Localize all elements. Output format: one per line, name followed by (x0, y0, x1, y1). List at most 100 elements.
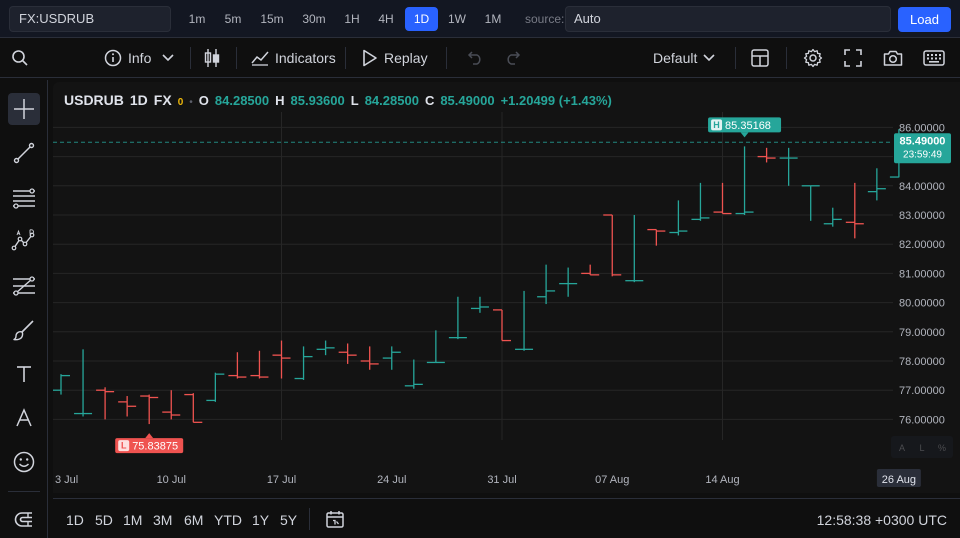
info-button[interactable]: Info (104, 38, 151, 78)
load-button[interactable]: Load (898, 7, 951, 32)
magnet-tool[interactable] (8, 504, 40, 536)
info-label: Info (128, 50, 152, 66)
timeframe-4h[interactable]: 4H (378, 12, 394, 26)
range-1y[interactable]: 1Y (252, 512, 270, 528)
keyboard-button[interactable] (923, 38, 945, 78)
range-3m[interactable]: 3M (153, 512, 173, 528)
ohlc-bar (294, 346, 313, 380)
timeframe-1h[interactable]: 1H (344, 12, 360, 26)
crosshair-icon (14, 99, 34, 119)
chart-canvas[interactable]: 76.00000 77.00000 78.00000 79.00000 80.00000… (53, 82, 960, 493)
timeframe-1mo[interactable]: 1M (484, 12, 502, 26)
auto-icon: A (899, 443, 905, 453)
layout-label: Default (653, 50, 698, 66)
indicators-button[interactable]: Indicators (251, 38, 336, 78)
search-button[interactable] (11, 38, 29, 78)
divider (345, 47, 346, 69)
timeframe-1w[interactable]: 1W (448, 12, 466, 26)
clock[interactable]: 12:58:38 +0300 UTC (816, 512, 947, 528)
legend-exchange: FX (153, 92, 172, 108)
source-input[interactable]: Auto (565, 6, 891, 32)
ohlc-bar (338, 343, 357, 364)
timeframe-1m[interactable]: 1m (188, 12, 206, 26)
price-tick-label: 82.00000 (899, 239, 945, 251)
auto-scale-controls[interactable]: A L % (891, 436, 953, 458)
date-tick-label: 26 Aug (882, 474, 916, 486)
date-tick-label: 3 Jul (55, 474, 78, 486)
pattern-tool[interactable] (8, 225, 40, 257)
timeframe-15m[interactable]: 15m (260, 12, 284, 26)
symbol-input[interactable]: FX:USDRUB (9, 6, 171, 32)
play-icon (363, 49, 377, 67)
forecasting-tool[interactable] (8, 270, 40, 302)
ohlc-bar (493, 309, 511, 342)
replay-label: Replay (384, 50, 428, 66)
redo-icon (507, 51, 521, 65)
ohlc-bar (360, 346, 379, 370)
annotation-tool[interactable] (8, 402, 40, 434)
source-label: source: (525, 12, 565, 26)
price-tick-label: 76.00000 (899, 414, 945, 426)
low-value: 75.83875 (132, 441, 178, 453)
fullscreen-button[interactable] (844, 38, 862, 78)
info-dropdown[interactable] (162, 38, 174, 78)
smiley-icon (13, 451, 35, 473)
ohlc-bar (53, 374, 70, 395)
brush-tool[interactable] (8, 314, 40, 346)
trendline-tool[interactable] (8, 137, 40, 169)
ohlc-bar (559, 267, 578, 297)
range-1d[interactable]: 1D (66, 512, 84, 528)
font-icon (16, 408, 32, 427)
settings-button[interactable] (803, 38, 823, 78)
ohlc-bar (669, 200, 688, 236)
ohlc-bar (625, 215, 644, 283)
chart-panel[interactable]: 76.00000 77.00000 78.00000 79.00000 80.00000… (53, 82, 960, 493)
screenshot-button[interactable] (883, 38, 903, 78)
last-price-value: 85.49000 (900, 135, 946, 147)
replay-button[interactable]: Replay (362, 38, 428, 78)
range-1m[interactable]: 1M (123, 512, 143, 528)
price-tick-label: 79.00000 (899, 327, 945, 339)
layout-button[interactable] (751, 38, 769, 78)
magnet-icon (14, 512, 32, 527)
fullscreen-icon (844, 49, 862, 67)
range-6m[interactable]: 6M (184, 512, 204, 528)
pattern-icon (11, 229, 35, 251)
text-tool[interactable] (8, 358, 40, 390)
legend-open-value: 84.28500 (214, 93, 270, 108)
text-icon (17, 366, 31, 382)
low-marker: L 75.83875 (115, 433, 184, 454)
horizontal-lines-icon (13, 188, 35, 209)
timeframe-1d[interactable]: 1D (405, 7, 438, 31)
percent-icon: % (938, 443, 946, 453)
redo-button[interactable] (504, 38, 524, 78)
goto-date-button[interactable] (325, 509, 345, 534)
price-tick-label: 86.00000 (899, 122, 945, 134)
timeframe-5m[interactable]: 5m (224, 12, 242, 26)
price-tick-label: 84.00000 (899, 181, 945, 193)
date-tick-label: 07 Aug (595, 474, 629, 486)
crosshair-tool[interactable] (8, 93, 40, 125)
layout-dropdown[interactable]: Default (653, 38, 715, 78)
divider (309, 508, 310, 530)
calendar-icon (326, 511, 344, 528)
last-price-label: 85.49000 23:59:49 (894, 133, 951, 164)
keyboard-icon (923, 50, 945, 66)
legend-open-label: O (198, 93, 209, 108)
date-tick-label: 10 Jul (157, 474, 186, 486)
range-5d[interactable]: 5D (95, 512, 113, 528)
fib-tool[interactable] (8, 182, 40, 214)
ohlc-legend: USDRUB 1D FX 0 • O 84.28500 H 85.93600 L… (64, 92, 612, 108)
timeframe-30m[interactable]: 30m (302, 12, 326, 26)
chart-type-button[interactable] (203, 38, 221, 78)
legend-low-value: 84.28500 (364, 93, 419, 108)
icons-tool[interactable] (8, 446, 40, 478)
price-tick-label: 83.00000 (899, 210, 945, 222)
ohlc-bar (845, 182, 864, 239)
ohlc-bar (206, 372, 225, 402)
range-5y[interactable]: 5Y (280, 512, 298, 528)
undo-button[interactable] (464, 38, 484, 78)
range-ytd[interactable]: YTD (214, 512, 242, 528)
camera-icon (883, 50, 903, 66)
ohlc-bar (228, 352, 247, 379)
